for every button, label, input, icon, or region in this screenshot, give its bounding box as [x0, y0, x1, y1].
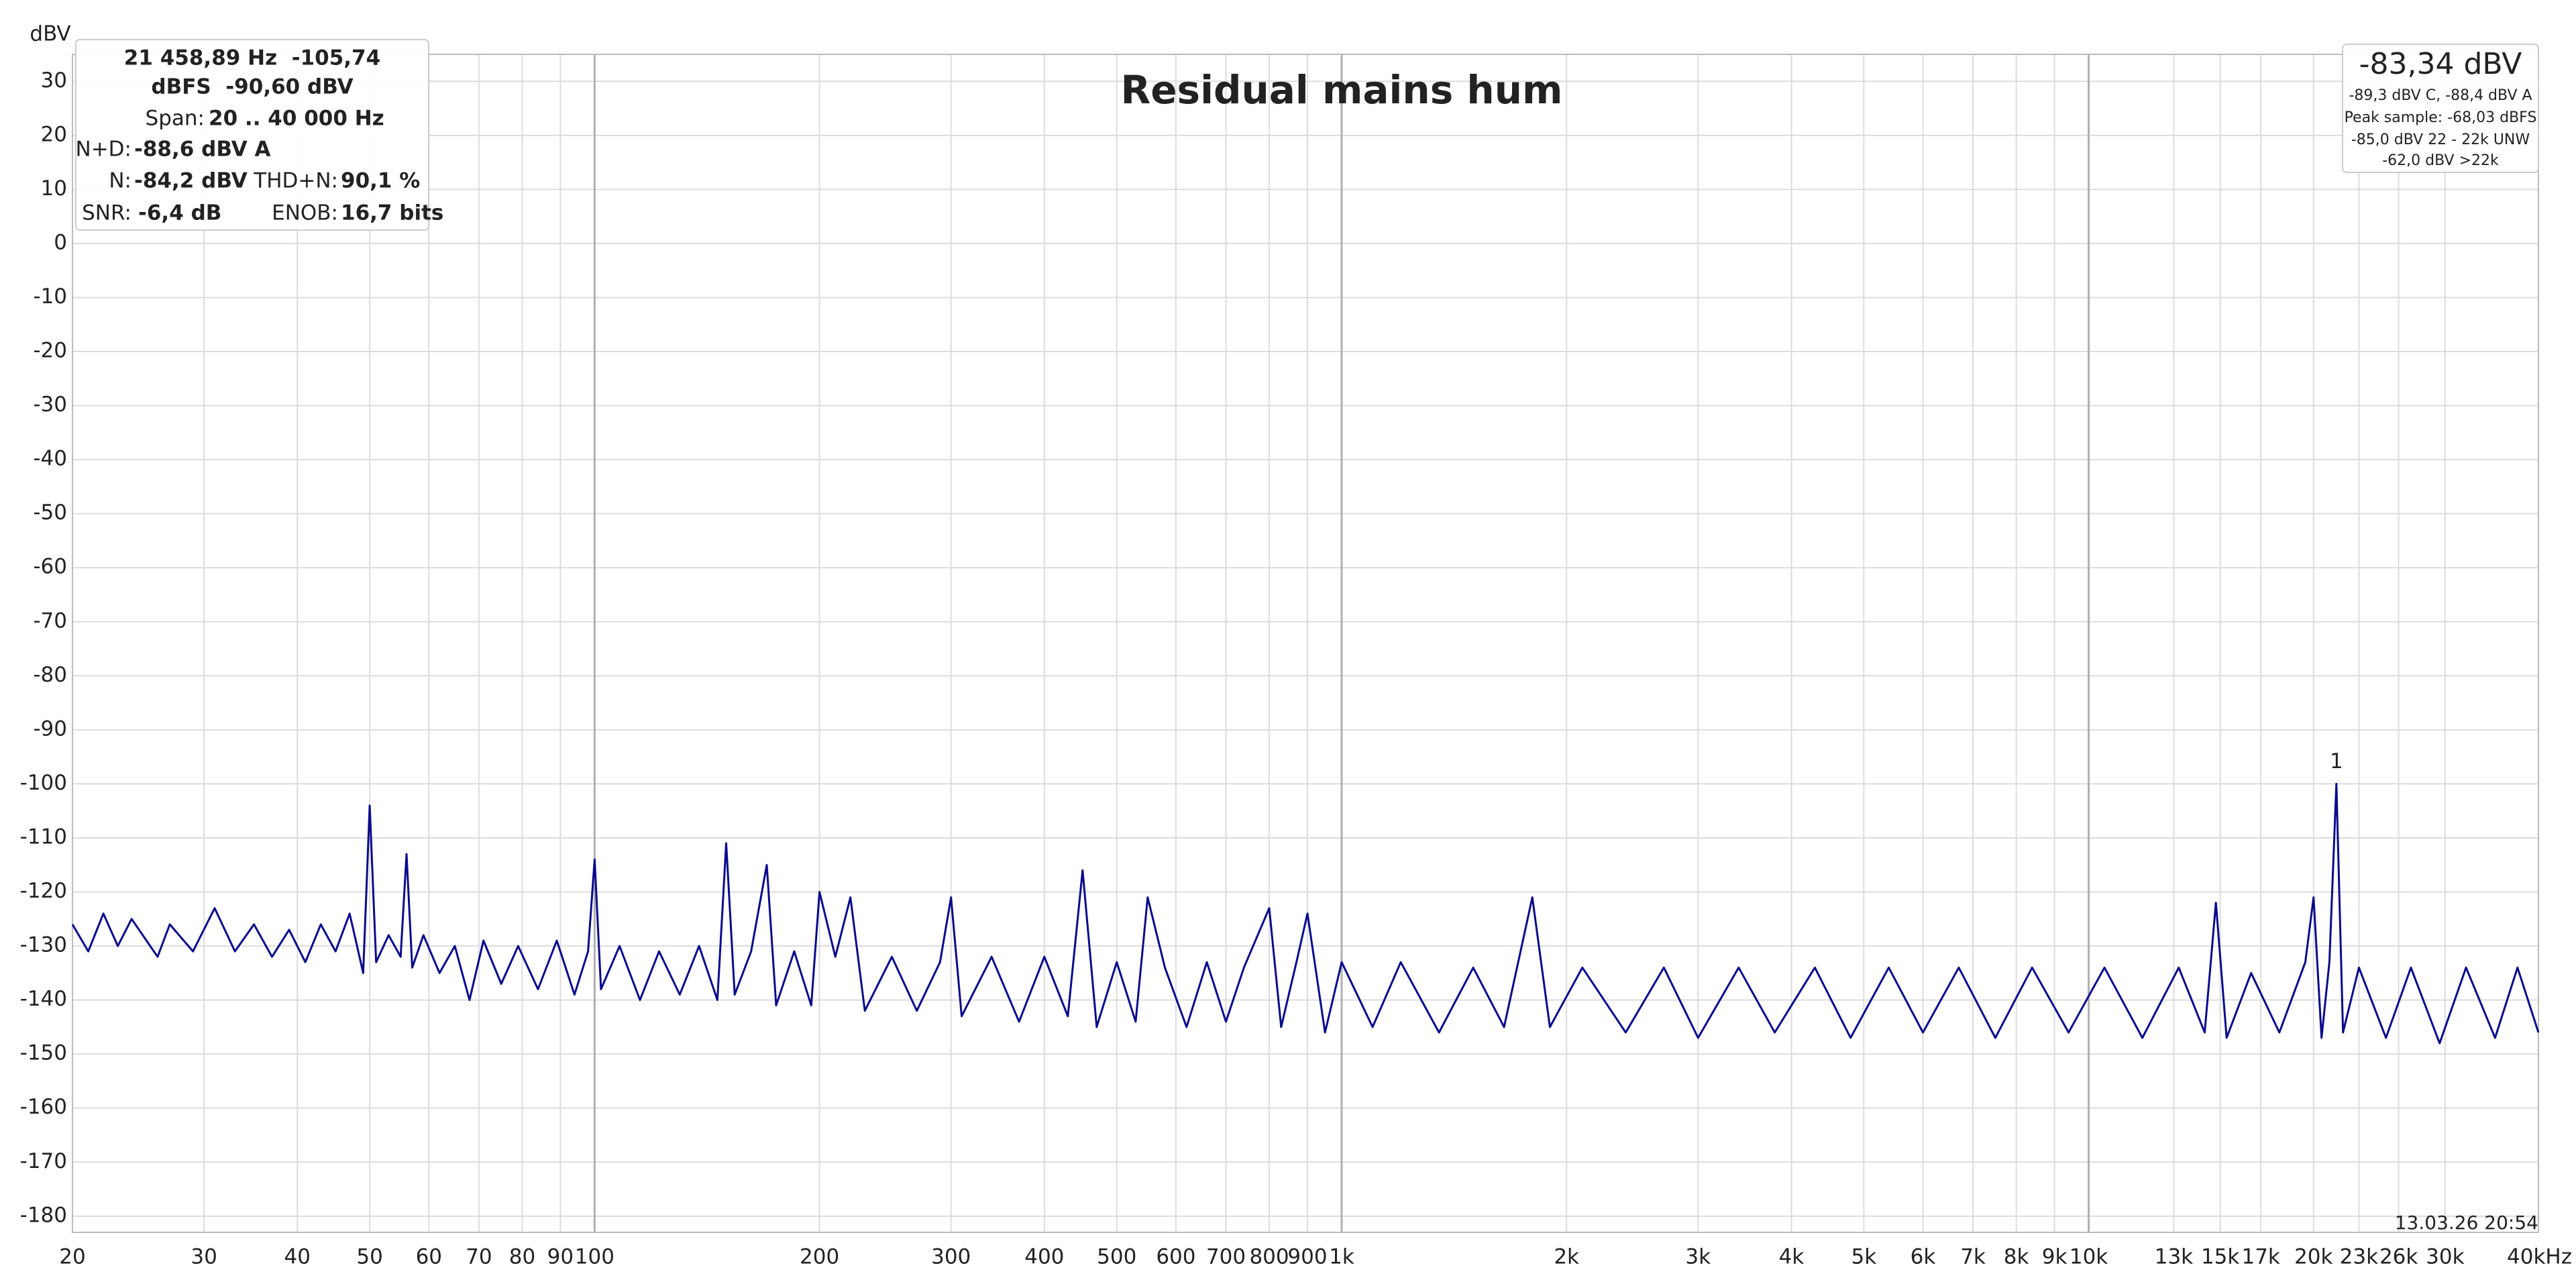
level-frame — [2342, 44, 2539, 173]
y-tick-label: 0 — [54, 230, 67, 254]
chart-title: Residual mains hum — [1121, 67, 1563, 113]
y-tick-label: -10 — [33, 284, 67, 309]
x-tick-label: 26k — [2379, 1245, 2418, 1269]
plot-frame — [72, 54, 2539, 1233]
x-tick-label: 17k — [2241, 1245, 2279, 1269]
x-tick-label: 8k — [2004, 1245, 2029, 1269]
plot-area: 1 — [71, 749, 2540, 1045]
x-tick-label: 800 — [1249, 1245, 1289, 1269]
x-tick-label: 30k — [2426, 1245, 2464, 1269]
y-tick-label: -100 — [20, 771, 67, 795]
y-tick-label: -140 — [20, 987, 67, 1011]
x-tick-label: 80 — [509, 1245, 535, 1269]
info-box: 21 458,89 Hz -105,74 dBFS -90,60 dBV Spa… — [75, 39, 443, 231]
x-tick-label: 200 — [800, 1245, 839, 1269]
x-tick-label: 30 — [191, 1245, 217, 1269]
info-value: -84,2 dBV — [134, 169, 248, 193]
info-value: 20 .. 40 000 Hz — [209, 107, 384, 131]
x-tick-label: 700 — [1206, 1245, 1246, 1269]
level-line: -89,3 dBV C, -88,4 dBV A — [2349, 87, 2532, 104]
y-tick-label: -110 — [20, 824, 67, 849]
y-tick-label: -60 — [33, 555, 67, 579]
x-tick-label: 20 — [59, 1245, 85, 1269]
y-tick-label: -180 — [20, 1203, 67, 1227]
info-label: N+D: — [76, 138, 131, 162]
level-box: -83,34 dBV -89,3 dBV C, -88,4 dBV A Peak… — [2342, 44, 2539, 173]
timestamp: 13.03.26 20:54 — [2395, 1212, 2538, 1234]
info-label: SNR: — [82, 201, 131, 225]
x-tick-label: 3k — [1685, 1245, 1711, 1269]
y-tick-label: -160 — [20, 1095, 67, 1119]
x-tick-label: 40 — [284, 1245, 310, 1269]
x-tick-label: 70 — [466, 1245, 492, 1269]
spectrum-line — [71, 782, 2540, 1045]
level-line: -62,0 dBV >22k — [2382, 152, 2499, 169]
info-value: -88,6 dBV A — [134, 138, 270, 162]
x-tick-label: 7k — [1960, 1245, 1986, 1269]
x-tick-label: 1k — [1329, 1245, 1354, 1269]
peak-marker: 1 — [2330, 749, 2343, 774]
info-label: Span: — [146, 107, 205, 131]
y-tick-label: -130 — [20, 933, 67, 957]
x-tick-label: 900 — [1287, 1245, 1327, 1269]
info-frame — [75, 39, 429, 231]
x-tick-label: 60 — [416, 1245, 442, 1269]
x-tick-label: 5k — [1851, 1245, 1876, 1269]
x-tick-label: 20k — [2294, 1245, 2332, 1269]
info-value: 16,7 bits — [341, 201, 443, 225]
y-tick-label: -80 — [33, 663, 67, 687]
x-tick-label: 9k — [2042, 1245, 2068, 1269]
x-tick-label: 400 — [1024, 1245, 1064, 1269]
level-main: -83,34 dBV — [2359, 47, 2522, 81]
y-tick-label: -30 — [33, 392, 67, 417]
info-label: N: — [109, 169, 131, 193]
y-tick-label: -170 — [20, 1149, 67, 1173]
x-tick-label: 10k — [2070, 1245, 2108, 1269]
x-tick-label: 300 — [931, 1245, 971, 1269]
info-label: ENOB: — [272, 201, 338, 225]
y-axis-label: dBV — [30, 22, 70, 46]
info-label: THD+N: — [253, 169, 338, 193]
x-tick-label: 600 — [1156, 1245, 1195, 1269]
x-tick-label: 500 — [1097, 1245, 1136, 1269]
level-line: -85,0 dBV 22 - 22k UNW — [2351, 131, 2530, 148]
x-tick-label: 40kHz — [2507, 1245, 2572, 1269]
x-tick-label: 4k — [1779, 1245, 1805, 1269]
y-tick-label: -90 — [33, 716, 67, 741]
x-tick-label: 23k — [2340, 1245, 2378, 1269]
y-tick-label: 20 — [41, 122, 67, 146]
x-tick-label: 100 — [575, 1245, 614, 1269]
level-line: Peak sample: -68,03 dBFS — [2345, 109, 2537, 126]
readout: 21 458,89 Hz -105,74 — [124, 46, 380, 70]
y-tick-label: 10 — [41, 176, 67, 201]
y-tick-label: -20 — [33, 339, 67, 363]
x-tick-label: 15k — [2201, 1245, 2239, 1269]
y-tick-label: 30 — [41, 68, 67, 93]
grid — [72, 54, 2539, 1232]
x-tick-label: 90 — [547, 1245, 574, 1269]
y-tick-label: -70 — [33, 608, 67, 633]
info-value: -6,4 dB — [138, 201, 221, 225]
y-tick-label: -150 — [20, 1041, 67, 1065]
y-tick-label: -50 — [33, 500, 67, 525]
y-tick-label: -120 — [20, 879, 67, 903]
x-tick-label: 6k — [1911, 1245, 1936, 1269]
x-tick-label: 13k — [2155, 1245, 2193, 1269]
info-value: 90,1 % — [341, 169, 420, 193]
x-tick-label: 50 — [356, 1245, 382, 1269]
y-tick-label: -40 — [33, 447, 67, 471]
readout: dBFS -90,60 dBV — [151, 75, 353, 99]
x-tick-label: 2k — [1554, 1245, 1579, 1269]
